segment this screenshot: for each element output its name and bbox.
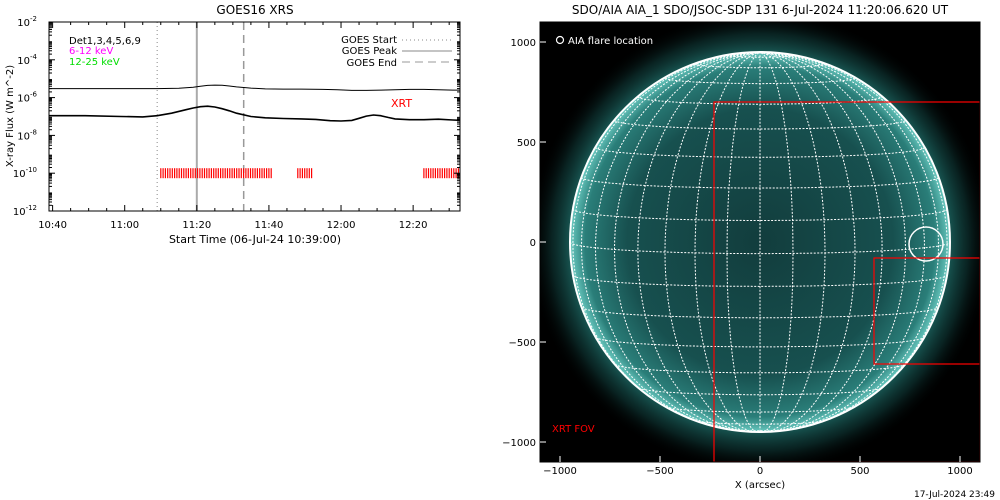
- goes-x-tick-label: 11:20: [182, 220, 211, 231]
- series-6-12kev-line: [49, 105, 460, 122]
- goes-panel: GOES16 XRS 10-2 10-4 10-6 10-8 10-10 10-12 10…: [5, 3, 461, 246]
- aia-x-tick-label: 500: [850, 466, 869, 477]
- aia-y-tick-label: 500: [517, 138, 536, 149]
- meridian-line: [759, 52, 883, 432]
- legend-goes-peak: GOES Peak: [342, 46, 397, 57]
- aia-y-tick-label: 0: [530, 238, 536, 249]
- goes-legend: GOES Start GOES Peak GOES End: [341, 35, 452, 69]
- aia-x-tick-label: −500: [646, 466, 673, 477]
- goes-x-tick-label: 11:00: [110, 220, 139, 231]
- aia-panel: SDO/AIA AIA_1 SDO/JSOC-SDP 131 6-Jul-202…: [502, 3, 981, 491]
- aia-y-axis: 1000 500 0 −500 −1000: [502, 38, 546, 449]
- series-12-25kev-line: [49, 84, 460, 91]
- xrt-fov-label: XRT FOV: [552, 424, 595, 435]
- xrt-fov-rectangle: [873, 257, 980, 365]
- goes-plot-frame: [48, 21, 461, 212]
- aia-xlabel: X (arcsec): [735, 480, 785, 491]
- meridian-line: [759, 52, 940, 429]
- meridian-line: [637, 52, 761, 432]
- parallel-line: [581, 307, 939, 319]
- meridian-line: [580, 52, 761, 429]
- goes-x-tick-label: 10:40: [38, 220, 67, 231]
- solar-limb: [569, 51, 951, 433]
- meridian-line: [726, 52, 761, 432]
- band-label-6-12kev: 6-12 keV: [69, 46, 113, 57]
- xrt-fov-rectangle: [713, 101, 980, 462]
- meridian-line: [694, 52, 761, 432]
- xrt-fov-rectangles: [713, 101, 980, 462]
- flare-legend-icon: [555, 35, 565, 45]
- goes-y-tick-label: 10-10: [13, 166, 37, 180]
- goes-x-tick-label: 12:00: [327, 220, 356, 231]
- goes-x-axis: 10:40 11:00 11:20 11:40 12:00 12:20: [38, 22, 450, 231]
- xrt-label: XRT: [391, 97, 412, 110]
- parallel-line: [614, 364, 906, 374]
- parallel-line: [664, 77, 856, 85]
- flare-location-circle: [908, 226, 944, 262]
- xrt-coverage-marks: [160, 168, 459, 179]
- aia-y-tick-label: 1000: [511, 38, 536, 49]
- aia-x-axis: −1000 −500 0 500 1000: [543, 456, 973, 477]
- parallel-line: [595, 147, 925, 158]
- parallel-line: [595, 336, 925, 348]
- aia-y-tick-label: −500: [509, 338, 536, 349]
- flare-legend-label: AIA flare location: [568, 36, 653, 47]
- parallel-line: [726, 54, 794, 58]
- goes-y-tick-label: 10-12: [13, 204, 37, 218]
- meridian-line: [759, 52, 794, 432]
- goes-ylabel: X-ray Flux (W m^-2): [5, 65, 16, 167]
- aia-x-tick-label: −1000: [543, 466, 577, 477]
- goes-y-tick-label: 10-4: [17, 53, 37, 67]
- goes-y-axis: 10-2 10-4 10-6 10-8 10-10 10-12: [13, 15, 460, 218]
- meridian-line: [664, 52, 761, 432]
- goes-xlabel: Start Time (06-Jul-24 10:39:00): [169, 233, 341, 246]
- footer-timestamp: 17-Jul-2024 23:49: [914, 490, 995, 500]
- goes-x-tick-label: 12:20: [399, 220, 428, 231]
- aia-y-tick-label: −1000: [502, 438, 536, 449]
- meridian-line: [759, 52, 856, 432]
- goes-y-tick-label: 10-8: [17, 128, 37, 142]
- aia-title: SDO/AIA AIA_1 SDO/JSOC-SDP 131 6-Jul-202…: [572, 3, 949, 17]
- parallel-line: [637, 96, 883, 105]
- parallel-line: [581, 176, 939, 189]
- goes-x-tick-label: 11:40: [255, 220, 284, 231]
- goes-y-tick-label: 10-6: [17, 91, 37, 105]
- band-label-12-25kev: 12-25 keV: [69, 57, 120, 68]
- detector-label: Det1,3,4,5,6,9: [69, 36, 141, 47]
- parallel-line: [572, 208, 948, 221]
- aia-x-tick-label: 1000: [947, 466, 972, 477]
- parallel-line: [572, 275, 948, 287]
- goes-y-tick-label: 10-2: [17, 15, 37, 29]
- parallel-line: [696, 420, 824, 425]
- aia-x-tick-label: 0: [757, 466, 763, 477]
- meridian-line: [759, 52, 826, 432]
- goes-title: GOES16 XRS: [216, 3, 293, 17]
- legend-goes-start: GOES Start: [341, 35, 397, 46]
- legend-goes-end: GOES End: [347, 58, 397, 69]
